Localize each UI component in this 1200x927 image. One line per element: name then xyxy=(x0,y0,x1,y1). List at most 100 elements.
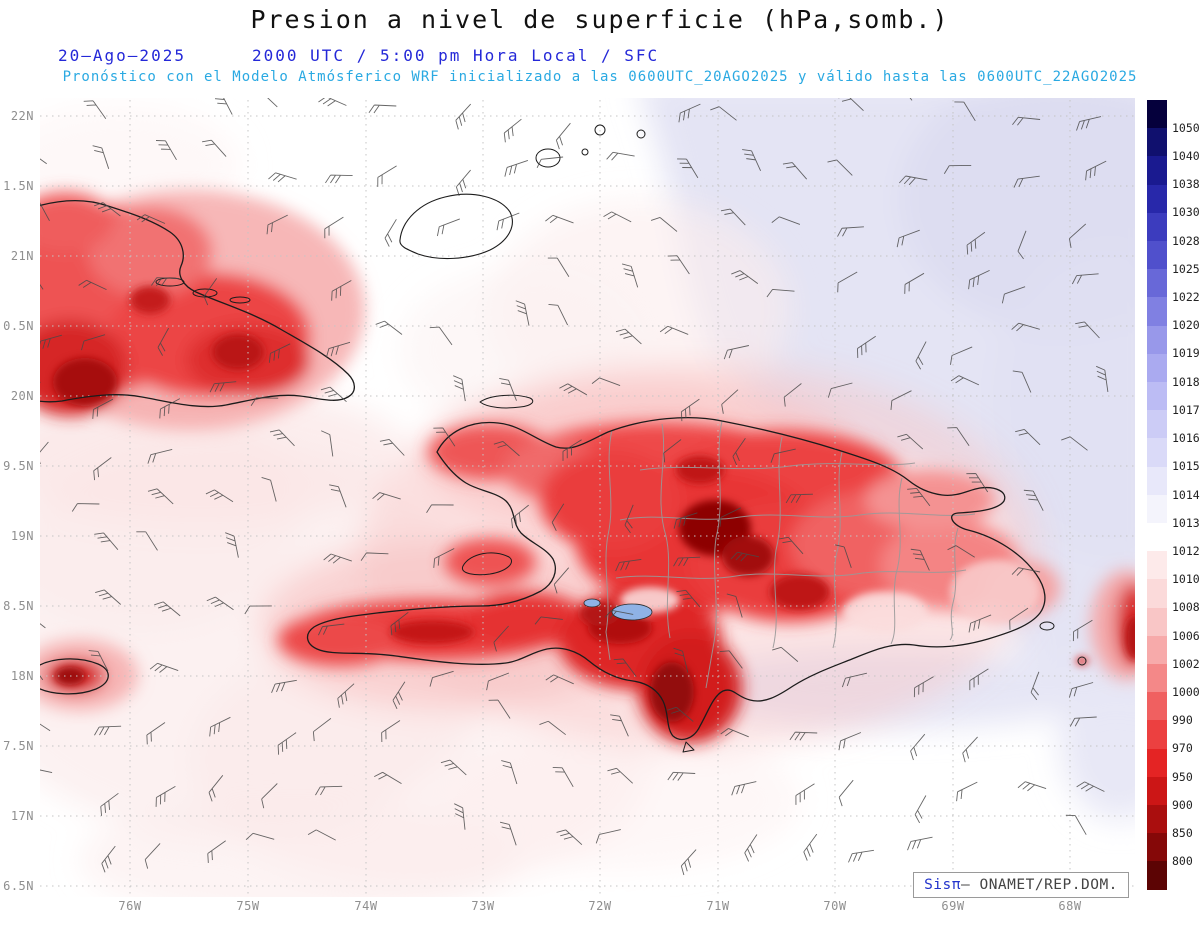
wind-barb xyxy=(454,803,466,830)
wind-barb xyxy=(155,140,177,161)
wind-barb xyxy=(147,448,173,464)
wind-barb xyxy=(317,623,345,636)
lat-label: 8.5N xyxy=(3,599,34,613)
colorbar-tick-label: 1015 xyxy=(1172,459,1200,474)
wind-barb xyxy=(203,278,218,306)
wind-barb xyxy=(318,98,347,107)
wind-barb xyxy=(503,118,522,143)
colorbar-swatch xyxy=(1147,635,1167,665)
colorbar-swatch xyxy=(1147,353,1167,383)
colorbar-swatch xyxy=(1147,184,1167,213)
colorbar-tick-label: 1013 xyxy=(1172,515,1200,530)
wind-barb xyxy=(954,101,976,122)
wind-barb xyxy=(1017,781,1047,792)
wind-barb xyxy=(208,775,224,802)
colorbar-swatch xyxy=(1147,523,1167,552)
wind-barb xyxy=(837,226,864,237)
wind-barb xyxy=(40,200,50,222)
wind-barb xyxy=(381,720,401,743)
colorbar-tick-label: 1012 xyxy=(1172,543,1200,558)
wind-barb xyxy=(731,781,757,796)
wind-barb xyxy=(947,545,975,558)
colorbar-swatch xyxy=(1147,297,1167,326)
colorbar-tick-label: 1020 xyxy=(1172,318,1200,333)
wind-barb xyxy=(493,625,509,652)
lat-label: 18N xyxy=(10,669,34,683)
wind-barb xyxy=(827,382,853,398)
colorbar-swatch xyxy=(1147,805,1167,834)
wind-barb xyxy=(271,679,297,693)
wind-barb xyxy=(673,512,698,529)
colorbar-swatch xyxy=(1147,100,1167,129)
colorbar-tick-label: 970 xyxy=(1172,741,1193,756)
wind-barb xyxy=(857,335,876,358)
wind-barb xyxy=(779,536,804,555)
wind-barb xyxy=(433,548,455,568)
model-info-line: Pronóstico con el Modelo Atmósferico WRF… xyxy=(62,69,1138,85)
wind-barb xyxy=(1068,223,1087,248)
wind-barb xyxy=(907,836,933,851)
colorbar-swatch xyxy=(1147,325,1167,354)
forecast-time: 2000 UTC / 5:00 pm Hora Local / SFC xyxy=(252,46,660,65)
wind-barb xyxy=(719,507,741,527)
turks-island xyxy=(594,124,606,136)
wind-barb xyxy=(1011,567,1041,576)
wind-barb xyxy=(766,288,795,298)
wind-barb xyxy=(966,473,989,493)
wind-barb xyxy=(615,328,642,345)
wind-barb xyxy=(950,346,973,365)
wind-barb xyxy=(209,381,237,393)
wind-barb xyxy=(202,139,227,157)
wind-barb xyxy=(1030,671,1040,701)
pressure-extreme-cores xyxy=(53,286,1135,722)
lon-label: 74W xyxy=(354,899,378,913)
wind-barb xyxy=(155,786,176,807)
wind-barb xyxy=(94,725,122,736)
lat-label: 22N xyxy=(10,109,34,123)
colorbar-swatch xyxy=(1147,128,1167,157)
wind-barb xyxy=(40,767,53,777)
wind-barb xyxy=(603,211,632,223)
wind-barb xyxy=(969,668,989,691)
wind-barb xyxy=(515,300,530,326)
wind-barbs-layer xyxy=(40,98,1109,876)
wind-barb xyxy=(904,272,925,294)
wind-barb xyxy=(621,263,639,288)
wind-barb xyxy=(667,706,694,722)
turks-island xyxy=(636,129,646,139)
lat-label: 19N xyxy=(10,529,34,543)
colorbar-tick-label: 990 xyxy=(1172,713,1193,728)
wind-barb xyxy=(710,106,737,121)
wind-barb xyxy=(207,840,226,863)
wind-barb xyxy=(673,647,689,673)
wind-barb xyxy=(950,375,980,386)
wind-barb xyxy=(429,670,454,687)
colorbar-tick-label: 1008 xyxy=(1172,600,1200,615)
wind-barb xyxy=(604,609,634,619)
wind-barb xyxy=(910,548,930,571)
wind-barb xyxy=(101,845,116,873)
wind-barb xyxy=(613,658,637,677)
colorbar-swatch xyxy=(1147,269,1167,298)
wind-barb xyxy=(324,216,344,239)
wind-barb xyxy=(429,326,453,346)
lon-label: 69W xyxy=(941,899,965,913)
colorbar-tick-label: 1006 xyxy=(1172,628,1200,643)
pressure-colorbar: 1050 1040 1038 1030 1028 1025 1022 1020 1019 1018… xyxy=(1147,100,1200,890)
wind-barb xyxy=(897,433,924,450)
wind-barb xyxy=(547,257,570,277)
wind-barb xyxy=(205,489,234,503)
wind-barb xyxy=(269,429,295,447)
wind-barb xyxy=(795,783,815,805)
colorbar-tick-label: 950 xyxy=(1172,769,1193,784)
wind-barb xyxy=(1085,160,1107,181)
wind-barb xyxy=(1017,230,1027,260)
colorbar-swatch-column xyxy=(1147,100,1167,890)
wind-barb xyxy=(261,783,278,809)
wind-barb xyxy=(92,398,114,419)
wind-barb xyxy=(455,169,471,197)
wind-barb xyxy=(1076,781,1105,792)
wind-barb xyxy=(277,732,297,755)
lat-label: 0.5N xyxy=(3,319,34,333)
